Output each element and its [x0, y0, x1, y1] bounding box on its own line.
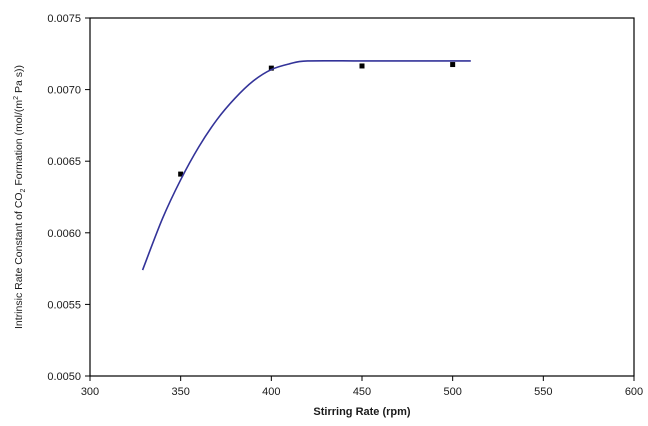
y-axis-title-part2: Formation (mol/(m [13, 100, 25, 189]
y-axis-title: Intrinsic Rate Constant of CO2 Formation… [13, 65, 27, 329]
x-tick-label: 300 [81, 386, 99, 398]
y-tick-label: 0.0075 [47, 13, 81, 25]
y-tick-label: 0.0070 [47, 85, 81, 97]
x-tick-label: 550 [534, 386, 552, 398]
y-tick-label: 0.0055 [47, 299, 81, 311]
y-tick-label: 0.0065 [47, 156, 81, 168]
y-axis-title-part1: Intrinsic Rate Constant of CO [13, 192, 25, 329]
y-tick-label: 0.0060 [47, 228, 81, 240]
series-layer [141, 59, 471, 271]
x-axis-title: Stirring Rate (rpm) [313, 406, 411, 418]
y-axis-title-superscript: 2 [13, 96, 20, 100]
axis-ticks: 300 350 400 450 500 550 600 0.0050 0.0055 0.0060 0… [47, 13, 643, 398]
data-point [178, 171, 184, 177]
data-point [268, 65, 274, 71]
data-point [359, 63, 365, 69]
fit-curve-line [141, 59, 471, 271]
y-axis-title-part3: Pa s)) [13, 65, 25, 96]
y-axis-title-subscript: 2 [20, 188, 27, 192]
y-tick-label: 0.0050 [47, 371, 81, 383]
data-point [450, 62, 456, 68]
x-tick-label: 600 [625, 386, 643, 398]
x-tick-label: 500 [443, 386, 461, 398]
x-tick-label: 400 [262, 386, 280, 398]
x-tick-label: 350 [171, 386, 189, 398]
x-tick-label: 450 [353, 386, 371, 398]
